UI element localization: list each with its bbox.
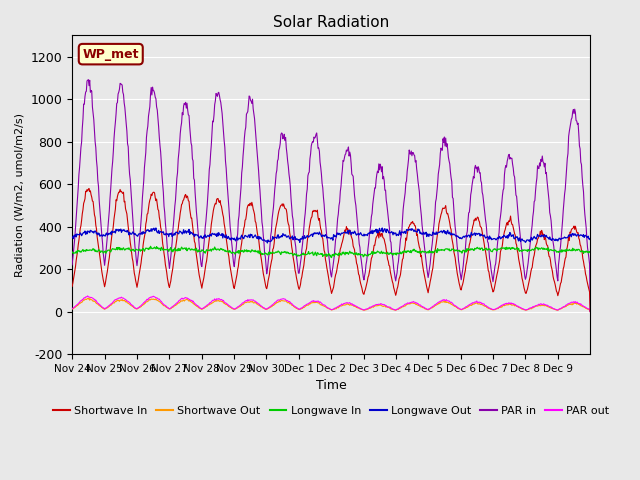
- X-axis label: Time: Time: [316, 379, 347, 392]
- Text: WP_met: WP_met: [83, 48, 139, 60]
- Y-axis label: Radiation (W/m2, umol/m2/s): Radiation (W/m2, umol/m2/s): [15, 113, 25, 277]
- Title: Solar Radiation: Solar Radiation: [273, 15, 389, 30]
- Legend: Shortwave In, Shortwave Out, Longwave In, Longwave Out, PAR in, PAR out: Shortwave In, Shortwave Out, Longwave In…: [49, 401, 614, 420]
